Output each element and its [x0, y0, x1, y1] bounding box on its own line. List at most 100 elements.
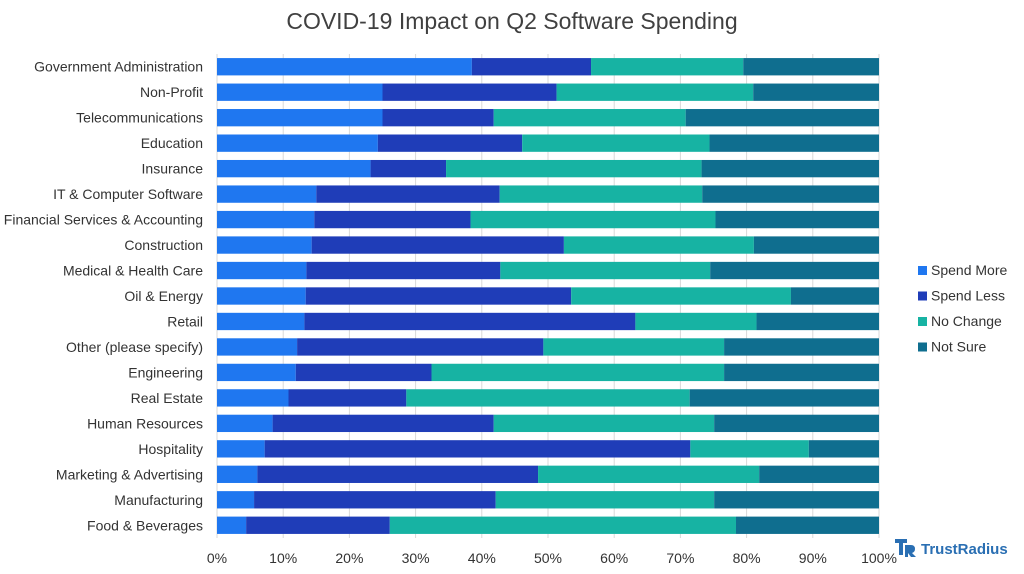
bar-segment — [759, 465, 879, 483]
category-label: Insurance — [142, 161, 204, 177]
bar-segment — [702, 185, 879, 203]
bar-segment — [217, 58, 472, 76]
x-tick-label: 20% — [335, 550, 363, 566]
chart-title: COVID-19 Impact on Q2 Software Spending — [286, 8, 738, 34]
x-tick-label: 10% — [269, 550, 297, 566]
bar-segment — [493, 414, 715, 433]
bar-segment — [685, 109, 879, 127]
bar-segment — [217, 83, 383, 101]
x-tick-label: 30% — [402, 550, 430, 566]
bar-segment — [382, 109, 494, 127]
category-label: Engineering — [128, 364, 203, 380]
bar-segment — [217, 236, 312, 254]
bar-segment — [217, 338, 298, 356]
category-label: Medical & Health Care — [63, 263, 203, 279]
bar-segment — [217, 389, 289, 407]
category-labels: Government Administration Non-Profit Telec… — [4, 59, 203, 534]
category-label: Other (please specify) — [66, 339, 203, 355]
legend: Spend More Spend Less No Change Not Sure — [918, 262, 1007, 355]
bar-segment — [499, 185, 703, 203]
bar-segment — [431, 363, 725, 382]
bar-segment — [522, 134, 710, 152]
bar-segment — [591, 58, 744, 76]
bar-segment — [217, 134, 378, 152]
bar-segment — [538, 465, 760, 483]
legend-label: Spend Less — [931, 288, 1005, 304]
bar-segment — [295, 363, 432, 382]
bar-segment — [217, 363, 296, 382]
bar-segment — [217, 210, 315, 229]
bar-segment — [493, 109, 686, 127]
bar-segment — [709, 134, 879, 152]
category-label: Retail — [167, 313, 203, 329]
bar-segment — [389, 516, 737, 534]
x-tick-label: 60% — [600, 550, 628, 566]
category-label: Real Estate — [131, 390, 204, 406]
bar-segment — [288, 389, 407, 407]
bar-segment — [305, 287, 572, 305]
bar-segment — [314, 210, 471, 229]
legend-swatch — [918, 266, 927, 275]
bar-segment — [377, 134, 523, 152]
category-label: Human Resources — [87, 415, 203, 431]
category-label: Telecommunications — [76, 110, 203, 126]
bar-segment — [714, 491, 879, 509]
bar-segment — [217, 516, 247, 534]
legend-label: No Change — [931, 313, 1002, 329]
bar-segment — [272, 414, 494, 433]
bar-segment — [714, 414, 879, 433]
category-label: Financial Services & Accounting — [4, 212, 203, 228]
bar-segment — [635, 312, 757, 331]
bar-segment — [710, 261, 879, 280]
bar-segment — [543, 338, 725, 356]
x-tick-label: 90% — [799, 550, 827, 566]
bar-segment — [217, 465, 258, 483]
bar-segment — [724, 363, 879, 382]
bar-segment — [724, 338, 879, 356]
bar-segment — [500, 261, 711, 280]
category-label: Non-Profit — [140, 84, 203, 100]
category-label: Hospitality — [138, 441, 203, 457]
bar-segment — [217, 185, 317, 203]
bar-segment — [217, 491, 255, 509]
bar-segment — [753, 236, 879, 254]
bar-segment — [471, 58, 592, 76]
x-tick-label: 50% — [534, 550, 562, 566]
bar-segment — [217, 312, 305, 331]
category-label: Manufacturing — [114, 492, 203, 508]
bar-segment — [736, 516, 879, 534]
bars — [217, 58, 879, 534]
bar-segment — [382, 83, 557, 101]
category-label: Education — [141, 135, 203, 151]
bar-segment — [217, 261, 307, 280]
bar-segment — [311, 236, 564, 254]
bar-segment — [306, 261, 501, 280]
category-label: Government Administration — [34, 59, 203, 75]
bar-segment — [217, 287, 306, 305]
category-label: Oil & Energy — [124, 288, 203, 304]
bar-segment — [690, 440, 809, 458]
category-label: IT & Computer Software — [53, 186, 203, 202]
bar-segment — [217, 440, 265, 458]
legend-swatch — [918, 291, 927, 301]
bar-segment — [370, 159, 447, 178]
bar-segment — [743, 58, 879, 76]
bar-segment — [689, 389, 879, 407]
bar-segment — [406, 389, 690, 407]
bar-segment — [495, 491, 715, 509]
legend-label: Spend More — [931, 262, 1007, 278]
bar-segment — [217, 109, 383, 127]
x-tick-label: 70% — [666, 550, 694, 566]
category-label: Marketing & Advertising — [56, 466, 203, 482]
legend-swatch — [918, 342, 927, 352]
bar-segment — [556, 83, 754, 101]
bar-segment — [563, 236, 754, 254]
bar-segment — [297, 338, 544, 356]
bar-segment — [470, 210, 716, 229]
bar-segment — [257, 465, 539, 483]
bar-segment — [217, 159, 371, 178]
bar-segment — [446, 159, 702, 178]
bar-segment — [316, 185, 500, 203]
bar-segment — [571, 287, 791, 305]
x-tick-label: 100% — [861, 550, 897, 566]
